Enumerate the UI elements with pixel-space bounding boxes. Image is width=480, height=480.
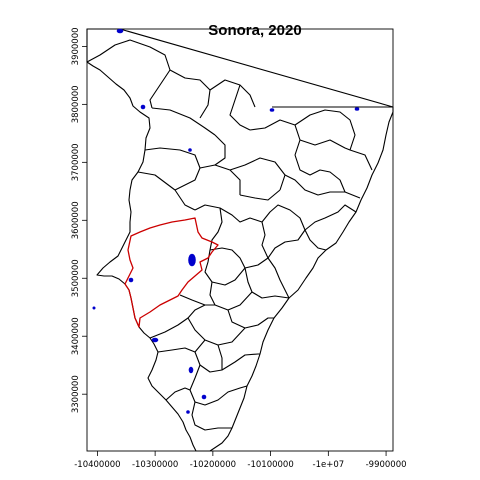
y-tick-label: 3300000 (71, 375, 81, 413)
water-body-12 (92, 306, 96, 310)
water-body-5 (354, 107, 360, 111)
boundary-16 (239, 189, 281, 201)
boundary-19 (304, 204, 357, 231)
boundary-1 (86, 39, 171, 109)
boundary-27 (209, 281, 253, 311)
y-tick-label: 3900000 (71, 27, 81, 65)
boundary-21 (209, 207, 223, 251)
state-outline (86, 28, 394, 452)
x-tick-label: -9900000 (366, 460, 407, 470)
water-body-3 (188, 148, 192, 152)
plot-frame (86, 28, 394, 452)
water-body-1 (116, 28, 124, 34)
x-tick-label: -10200000 (190, 460, 236, 470)
boundary-17 (194, 204, 263, 223)
x-tick-label: -1e+07 (313, 460, 345, 470)
boundary-36 (191, 401, 232, 431)
boundary-32 (157, 339, 206, 353)
municipality-boundaries (86, 39, 373, 431)
boundary-18 (261, 204, 306, 231)
boundary-28 (227, 309, 274, 329)
x-axis: -10400000 -10300000 -10200000 -10100000 -1e+… (74, 451, 407, 470)
boundary-24 (261, 221, 269, 259)
map-title: Sonora, 2020 (208, 22, 301, 39)
boundary-33 (194, 351, 260, 373)
boundary-6 (144, 147, 201, 191)
boundary-23 (244, 229, 306, 269)
boundary-10 (249, 119, 301, 156)
water-bodies (92, 28, 360, 414)
water-body-11 (186, 410, 190, 414)
boundary-29 (179, 294, 215, 306)
y-tick-label: 3400000 (71, 317, 81, 355)
highlighted-municipality (124, 217, 219, 328)
boundary-35 (165, 387, 191, 401)
y-axis: 3300000 3400000 3500000 3600000 3700000 38000… (71, 27, 87, 413)
boundary-12 (294, 109, 356, 151)
boundary-30 (149, 304, 206, 339)
boundary-34 (189, 364, 248, 406)
x-tick-label: -10100000 (247, 460, 293, 470)
x-tick-label: -10400000 (74, 460, 120, 470)
boundary-2 (151, 107, 216, 136)
y-tick-label: 3500000 (71, 259, 81, 297)
boundary-11 (229, 157, 286, 191)
boundary-7 (137, 171, 196, 211)
water-body-7 (128, 277, 134, 283)
boundary-22 (209, 247, 246, 269)
water-body-8 (151, 337, 159, 343)
water-body-4 (269, 108, 275, 112)
x-tick-label: -10300000 (132, 460, 178, 470)
y-tick-label: 3800000 (71, 85, 81, 123)
boundary-14 (294, 154, 346, 193)
boundary-5 (229, 84, 251, 131)
boundary-3 (169, 69, 211, 119)
water-body-2 (140, 104, 146, 110)
water-body-9 (188, 366, 194, 374)
y-tick-label: 3700000 (71, 143, 81, 181)
state-border (86, 28, 394, 452)
boundary-25 (244, 267, 290, 299)
y-tick-label: 3600000 (71, 201, 81, 239)
boundary-9 (214, 134, 226, 166)
boundary-38 (267, 257, 290, 299)
boundary-37 (217, 344, 223, 370)
boundary-15 (284, 174, 361, 199)
boundary-13 (299, 139, 373, 171)
boundary-31 (187, 317, 246, 346)
water-body-10 (201, 394, 207, 400)
boundary-20 (304, 229, 327, 251)
water-body-6 (188, 253, 196, 267)
